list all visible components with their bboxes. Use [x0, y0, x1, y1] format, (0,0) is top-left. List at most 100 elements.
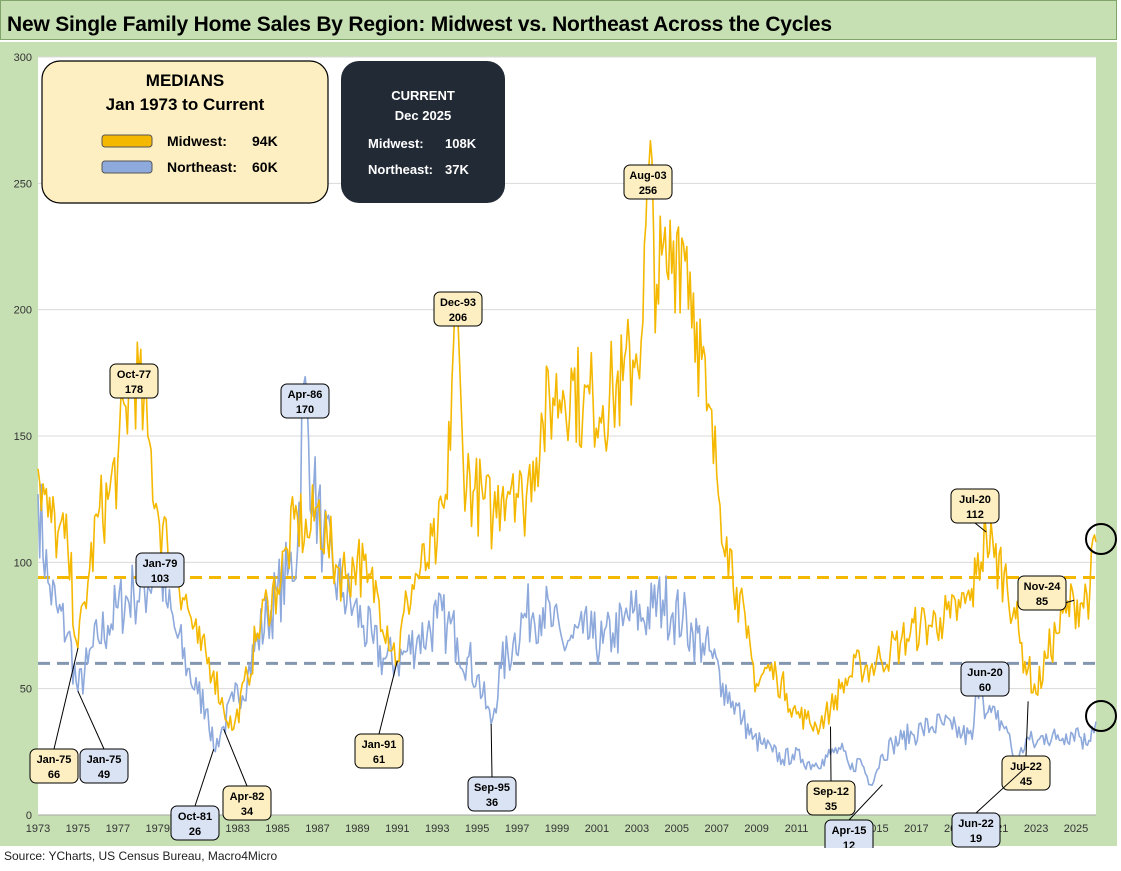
callout-leader-line	[848, 784, 883, 821]
callout-value-label: 85	[1036, 596, 1048, 608]
x-tick-label: 2017	[904, 823, 928, 835]
callout-value-label: 26	[189, 826, 201, 838]
current-values-box: CURRENT Dec 2025 Midwest: 108K Northeast…	[341, 61, 505, 203]
y-tick-label: 200	[14, 305, 32, 317]
y-tick-label: 150	[14, 431, 32, 443]
callout-northeast-sep-95: Sep-95 36	[467, 724, 517, 812]
callout-date-label: Apr-86	[288, 389, 323, 401]
callout-leader-line	[77, 690, 105, 750]
callout-value-label: 103	[151, 573, 169, 585]
x-tick-label: 2003	[625, 823, 649, 835]
x-tick-label: 1995	[465, 823, 489, 835]
callout-date-label: Jul-20	[959, 494, 991, 506]
callout-value-label: 61	[373, 754, 385, 766]
callout-midwest-dec-93: Dec-93 206	[433, 291, 483, 327]
callout-date-label: Nov-24	[1024, 581, 1062, 593]
callout-value-label: 34	[241, 806, 254, 818]
callout-box	[79, 748, 129, 784]
callout-date-label: Sep-12	[813, 786, 849, 798]
callout-value-label: 112	[966, 509, 984, 521]
callout-box	[280, 383, 330, 419]
callout-date-label: Jan-79	[143, 558, 178, 570]
callout-leader-line	[975, 766, 1027, 814]
callout-value-label: 12	[843, 840, 855, 848]
callout-box	[354, 733, 404, 769]
medians-legend-box: MEDIANS Jan 1973 to Current Midwest: 94K…	[41, 60, 329, 204]
callout-box	[1017, 575, 1067, 611]
callout-northeast-apr-86: Apr-86 170	[280, 383, 330, 419]
callout-midwest-nov-24: Nov-24 85	[1017, 575, 1075, 611]
current-northeast-value: 37K	[445, 162, 469, 177]
callout-northeast-apr-15: Apr-15 12	[824, 784, 883, 848]
callout-date-label: Oct-81	[178, 811, 212, 823]
callout-northeast-oct-81: Oct-81 26	[170, 749, 220, 841]
callout-leader-line	[194, 749, 215, 807]
chart-title: New Single Family Home Sales By Region: …	[7, 13, 832, 36]
x-tick-label: 2025	[1064, 823, 1088, 835]
callout-date-label: Jan-75	[87, 754, 122, 766]
callout-leader-line	[1025, 701, 1029, 757]
callout-northeast-jun-22: Jun-22 19	[951, 766, 1027, 848]
callout-box	[29, 748, 79, 784]
x-tick-label: 1985	[265, 823, 289, 835]
callout-box	[170, 805, 220, 841]
y-tick-label: 300	[14, 52, 32, 64]
latest-northeast-highlight-circle	[1085, 700, 1117, 732]
callout-box	[806, 780, 856, 816]
callout-value-label: 49	[98, 769, 110, 781]
northeast-legend-swatch	[101, 160, 153, 174]
callout-value-label: 178	[125, 384, 143, 396]
medians-heading: MEDIANS	[146, 71, 224, 90]
callout-box	[960, 661, 1010, 697]
callout-box	[623, 164, 673, 200]
callout-box	[824, 819, 874, 848]
callout-date-label: Apr-82	[230, 791, 265, 803]
callout-value-label: 60	[979, 682, 991, 694]
callout-value-label: 19	[970, 833, 982, 845]
callout-leader-line	[974, 522, 987, 533]
callout-northeast-jun-20: Jun-20 60	[960, 661, 1010, 697]
x-tick-label: 1989	[345, 823, 369, 835]
medians-midwest-label: Midwest:	[167, 133, 227, 149]
callout-box	[433, 291, 483, 327]
callout-date-label: Jun-22	[958, 818, 993, 830]
current-midwest-label: Midwest:	[368, 136, 424, 151]
callout-midwest-sep-12: Sep-12 35	[806, 726, 856, 816]
x-tick-label: 1993	[425, 823, 449, 835]
callout-value-label: 66	[48, 769, 60, 781]
x-tick-label: 2005	[665, 823, 689, 835]
callout-leader-line	[223, 728, 248, 787]
y-tick-label: 0	[26, 810, 32, 822]
callout-box	[222, 785, 272, 821]
x-tick-label: 2007	[704, 823, 728, 835]
x-tick-label: 1973	[26, 823, 50, 835]
callout-box	[951, 812, 1001, 848]
callout-value-label: 206	[449, 312, 467, 324]
callout-date-label: Aug-03	[629, 170, 666, 182]
medians-northeast-label: Northeast:	[167, 159, 237, 175]
callout-midwest-apr-82: Apr-82 34	[222, 728, 272, 821]
callout-value-label: 45	[1020, 776, 1032, 788]
latest-midwest-highlight-circle	[1085, 523, 1117, 555]
callout-value-label: 35	[825, 801, 837, 813]
callout-northeast-jan-79: Jan-79 103	[135, 552, 185, 588]
callout-box	[135, 552, 185, 588]
callout-date-label: Sep-95	[474, 782, 510, 794]
callout-value-label: 36	[486, 797, 498, 809]
x-tick-label: 2009	[744, 823, 768, 835]
x-tick-label: 1983	[225, 823, 249, 835]
callout-value-label: 256	[639, 185, 657, 197]
callout-box	[1001, 755, 1051, 791]
x-tick-label: 2001	[585, 823, 609, 835]
current-heading: CURRENT	[391, 88, 455, 103]
callout-box	[467, 776, 517, 812]
callout-date-label: Oct-77	[117, 369, 151, 381]
series-line-northeast	[37, 375, 1097, 786]
x-tick-label: 2011	[785, 823, 809, 835]
medians-midwest-value: 94K	[252, 133, 278, 149]
title-bar: New Single Family Home Sales By Region: …	[0, 0, 1117, 40]
callout-northeast-jan-75: Jan-75 49	[77, 690, 129, 784]
